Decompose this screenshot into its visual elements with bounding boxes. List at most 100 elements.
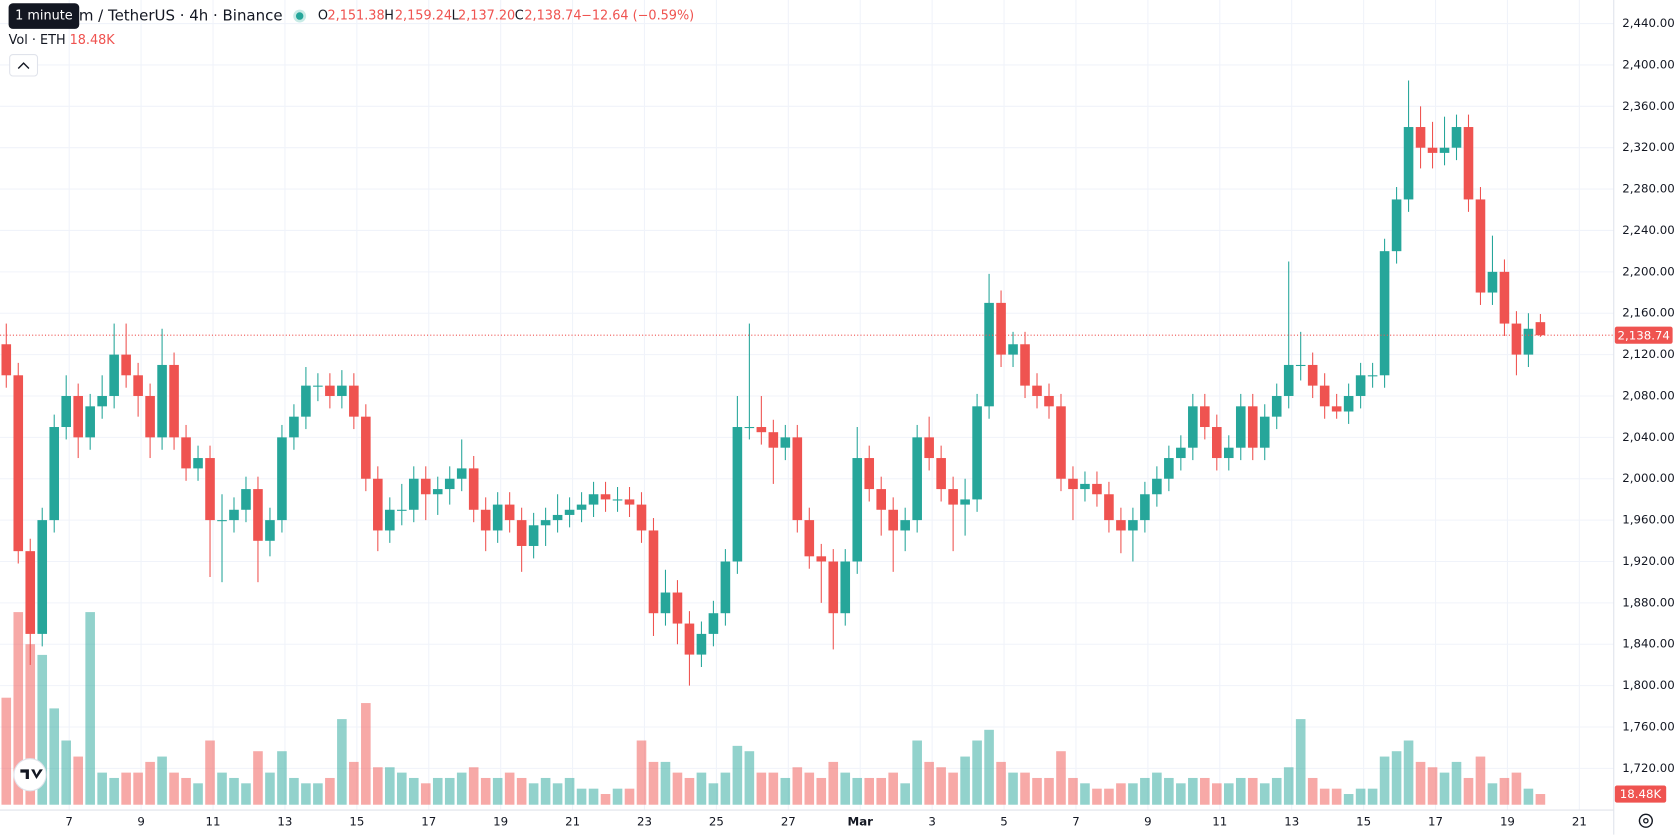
axes: 1,720.00 1,760.00 1,800.00 1,840.00 1,880.00…: [0, 16, 1675, 828]
candle-body: [696, 633, 707, 655]
x-tick-label: 21: [1572, 814, 1587, 828]
symbol-title[interactable]: Ethereum / TetherUS · 4h · Binance: [20, 7, 282, 25]
candle-body: [972, 406, 982, 500]
volume-bar: [504, 772, 515, 805]
candle-body: [1343, 395, 1354, 412]
candle-body: [996, 302, 1006, 355]
volume-bar: [325, 777, 335, 805]
volume-bar: [432, 777, 443, 805]
volume-tag-label: 18.48K: [1620, 787, 1662, 801]
volume-bar: [888, 772, 898, 805]
candle-body: [217, 520, 227, 522]
volume-bar: [1523, 788, 1534, 805]
candle-body: [396, 509, 407, 511]
x-tick-label: Mar: [848, 814, 874, 828]
volume-bar: [996, 761, 1006, 805]
volume-bar: [1475, 756, 1486, 805]
volume-bar: [516, 777, 527, 805]
volume-bar: [816, 777, 827, 805]
x-tick-label: 25: [709, 814, 724, 828]
candle-body: [181, 437, 191, 469]
logo[interactable]: [20, 769, 43, 780]
x-tick-label: 3: [928, 814, 935, 828]
volume-bar: [193, 783, 203, 805]
candle-body: [229, 509, 239, 521]
volume-bar: [1295, 719, 1306, 805]
volume-bar: [385, 767, 395, 805]
volume-bar: [1200, 777, 1210, 805]
candle-body: [564, 509, 575, 515]
volume-bar: [313, 783, 323, 805]
volume-bar: [1415, 761, 1426, 805]
x-tick-label: 27: [781, 814, 796, 828]
candle-body: [1032, 385, 1042, 396]
volume-bar: [684, 777, 695, 805]
candle-body: [1068, 478, 1078, 490]
volume-bar: [600, 794, 611, 805]
volume-bar: [1343, 794, 1354, 805]
candle-body: [1235, 406, 1246, 448]
volume-bar: [696, 772, 707, 805]
volume-bar: [552, 783, 563, 805]
volume-bar: [708, 783, 719, 805]
collapse-button[interactable]: [9, 54, 39, 77]
volume-bar: [768, 772, 779, 805]
volume-bar: [396, 772, 407, 805]
candle-body: [444, 478, 455, 490]
last-price-tag: [1614, 326, 1673, 344]
candle-body: [576, 504, 587, 510]
y-tick-label: 1,920.00: [1622, 554, 1674, 568]
volume-bar: [540, 777, 551, 805]
candle-body: [600, 494, 611, 500]
x-tick-label: 5: [1000, 814, 1008, 828]
x-tick-label: 7: [65, 814, 73, 828]
x-tick-label: 9: [1144, 814, 1151, 828]
volume-bar: [648, 761, 659, 805]
ohlc-key: H: [384, 9, 394, 24]
volume-bar: [1116, 783, 1126, 805]
y-tick-label: 2,360.00: [1622, 99, 1674, 113]
volume-title: Vol · ETH: [9, 33, 66, 48]
volume-bar: [1020, 772, 1030, 805]
candle-body: [420, 478, 431, 495]
volume-bar: [73, 756, 83, 805]
volume-bar: [936, 767, 946, 805]
candle-body: [924, 437, 934, 459]
volume-bar: [948, 772, 958, 805]
volume-bar: [1056, 751, 1066, 805]
candle-body: [504, 504, 515, 521]
volume-bar: [984, 729, 994, 805]
volume-bar: [121, 772, 131, 805]
volume-bar: [1535, 794, 1546, 805]
candle-body: [205, 458, 215, 521]
x-tick-label: 19: [1500, 814, 1515, 828]
candle-body: [1415, 127, 1426, 148]
volume-pane: [1, 612, 1546, 805]
volume-bar: [1319, 788, 1330, 805]
volume-bar: [444, 777, 455, 805]
tooltip-box: [8, 3, 80, 29]
candle-body: [25, 551, 36, 634]
volume-bar: [840, 772, 851, 805]
candle-body: [1535, 322, 1546, 336]
candle-body: [888, 509, 898, 531]
volume-bar: [804, 772, 815, 805]
volume-bar: [1223, 783, 1234, 805]
candle-body: [792, 437, 803, 521]
ohlc-legend: O 2,151.38 H 2,159.24 L 2,137.20 C 2,138.74: [318, 9, 582, 24]
x-tick-label: 9: [137, 814, 145, 828]
volume-bar: [1008, 772, 1018, 805]
settings-icon[interactable]: [1638, 813, 1653, 828]
candle-body: [720, 561, 731, 614]
candle-body: [1104, 494, 1114, 521]
volume-bar: [756, 772, 767, 805]
candle-body: [1391, 199, 1402, 252]
volume-bar: [1128, 783, 1138, 805]
candle-body: [1331, 406, 1342, 412]
candle-body: [1403, 127, 1414, 200]
volume-bar: [1188, 777, 1198, 805]
candle-body: [1487, 271, 1498, 293]
candle-body: [948, 489, 958, 505]
volume-bar: [1439, 772, 1450, 805]
candle-body: [1463, 127, 1474, 200]
